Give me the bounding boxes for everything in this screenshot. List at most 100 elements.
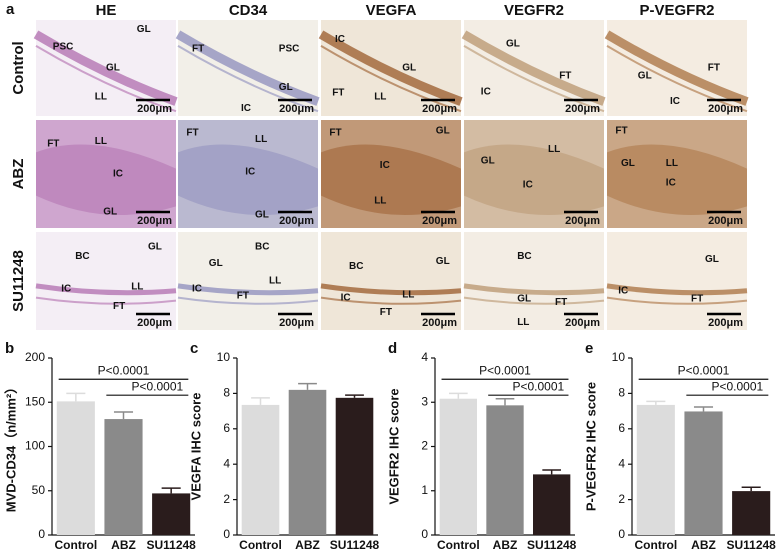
structure-label: LL xyxy=(374,91,386,102)
y-axis-title: VEGFA IHC score xyxy=(188,393,203,501)
y-tick-label: 6 xyxy=(618,421,625,435)
y-tick-label: 10 xyxy=(217,350,231,364)
bar xyxy=(288,389,327,535)
tissue xyxy=(35,45,177,113)
bar xyxy=(56,401,95,535)
significance-label: P<0.0001 xyxy=(131,379,183,393)
tissue xyxy=(320,296,462,305)
column-header: VEGFR2 xyxy=(504,2,564,19)
y-axis-title: MVD-CD34（n/mm²） xyxy=(3,381,18,512)
tissue xyxy=(606,45,748,113)
bar xyxy=(533,474,571,535)
tissue xyxy=(177,296,319,305)
structure-label: GL xyxy=(506,39,520,50)
y-axis-title: P-VEGFR2 IHC score xyxy=(583,382,598,511)
structure-label: FT xyxy=(708,63,720,74)
structure-label: FT xyxy=(555,297,567,308)
structure-label: FT xyxy=(380,307,392,318)
y-tick-label: 2 xyxy=(618,492,625,506)
y-tick-label: 0 xyxy=(223,527,230,541)
x-tick-label: ABZ xyxy=(493,538,518,552)
y-tick-label: 0 xyxy=(618,527,625,541)
y-tick-label: 50 xyxy=(32,483,46,497)
micrograph xyxy=(607,232,747,330)
significance-label: P<0.0001 xyxy=(479,363,531,377)
structure-label: BC xyxy=(349,261,363,272)
structure-label: IC xyxy=(666,177,676,188)
structure-label: LL xyxy=(374,196,386,207)
scale-label: 200μm xyxy=(137,103,172,115)
structure-label: GL xyxy=(402,63,416,74)
structure-label: GL xyxy=(279,82,293,93)
structure-label: GL xyxy=(436,256,450,267)
significance-label: P<0.0001 xyxy=(512,379,564,393)
y-tick-label: 2 xyxy=(223,492,230,506)
structure-label: BC xyxy=(255,241,269,252)
structure-label: FT xyxy=(186,128,198,139)
structure-label: IC xyxy=(618,285,628,296)
y-tick-label: 2 xyxy=(421,439,428,453)
bar xyxy=(684,411,723,535)
tissue xyxy=(463,283,605,296)
structure-label: FT xyxy=(329,128,341,139)
y-tick-label: 100 xyxy=(25,439,45,453)
tissue xyxy=(318,30,463,106)
tissue xyxy=(461,30,606,106)
structure-label: GL xyxy=(255,210,269,221)
x-tick-label: SU11248 xyxy=(726,538,776,552)
structure-label: FT xyxy=(113,301,125,312)
scale-label: 200μm xyxy=(279,103,314,115)
tissue xyxy=(463,45,605,113)
y-tick-label: 1 xyxy=(421,483,428,497)
structure-label: LL xyxy=(255,134,267,145)
tissue xyxy=(33,30,178,106)
tissue xyxy=(35,283,177,296)
y-tick-label: 10 xyxy=(612,350,626,364)
scale-label: 200μm xyxy=(708,215,743,227)
x-tick-label: SU11248 xyxy=(527,538,577,552)
column-header: P-VEGFR2 xyxy=(639,2,714,19)
micrograph xyxy=(178,232,318,330)
scale-label: 200μm xyxy=(137,215,172,227)
tissue xyxy=(321,144,461,216)
x-tick-label: ABZ xyxy=(691,538,716,552)
structure-label: IC xyxy=(341,292,351,303)
bar xyxy=(439,398,477,535)
structure-label: FT xyxy=(691,293,703,304)
structure-label: FT xyxy=(237,290,249,301)
significance-label: P<0.0001 xyxy=(711,379,763,393)
panel-letter: e xyxy=(585,340,593,357)
bar xyxy=(636,404,675,535)
scale-label: 200μm xyxy=(279,317,314,329)
y-tick-label: 200 xyxy=(25,350,45,364)
structure-label: FT xyxy=(332,88,344,99)
structure-label: GL xyxy=(103,206,117,217)
y-tick-label: 8 xyxy=(618,386,625,400)
structure-label: IC xyxy=(192,283,202,294)
bar xyxy=(104,419,143,535)
structure-label: LL xyxy=(548,144,560,155)
tissue xyxy=(464,144,604,216)
x-tick-label: SU11248 xyxy=(330,538,380,552)
tissue xyxy=(35,296,177,305)
y-tick-label: 0 xyxy=(38,527,45,541)
structure-label: LL xyxy=(95,136,107,147)
tissue xyxy=(606,283,748,296)
bar xyxy=(732,491,771,535)
y-tick-label: 4 xyxy=(618,456,625,470)
structure-label: GL xyxy=(209,258,223,269)
panel-letter: c xyxy=(190,340,198,357)
structure-label: IC xyxy=(380,160,390,171)
structure-label: LL xyxy=(517,317,529,328)
tissue xyxy=(463,296,605,305)
tissue xyxy=(175,30,320,106)
structure-label: LL xyxy=(269,276,281,287)
structure-label: GL xyxy=(148,241,162,252)
structure-label: LL xyxy=(402,289,414,300)
row-label: Control xyxy=(10,41,27,94)
row-label: SU11248 xyxy=(10,250,27,312)
scale-label: 200μm xyxy=(565,317,600,329)
x-tick-label: ABZ xyxy=(295,538,320,552)
x-tick-label: SU11248 xyxy=(146,538,196,552)
